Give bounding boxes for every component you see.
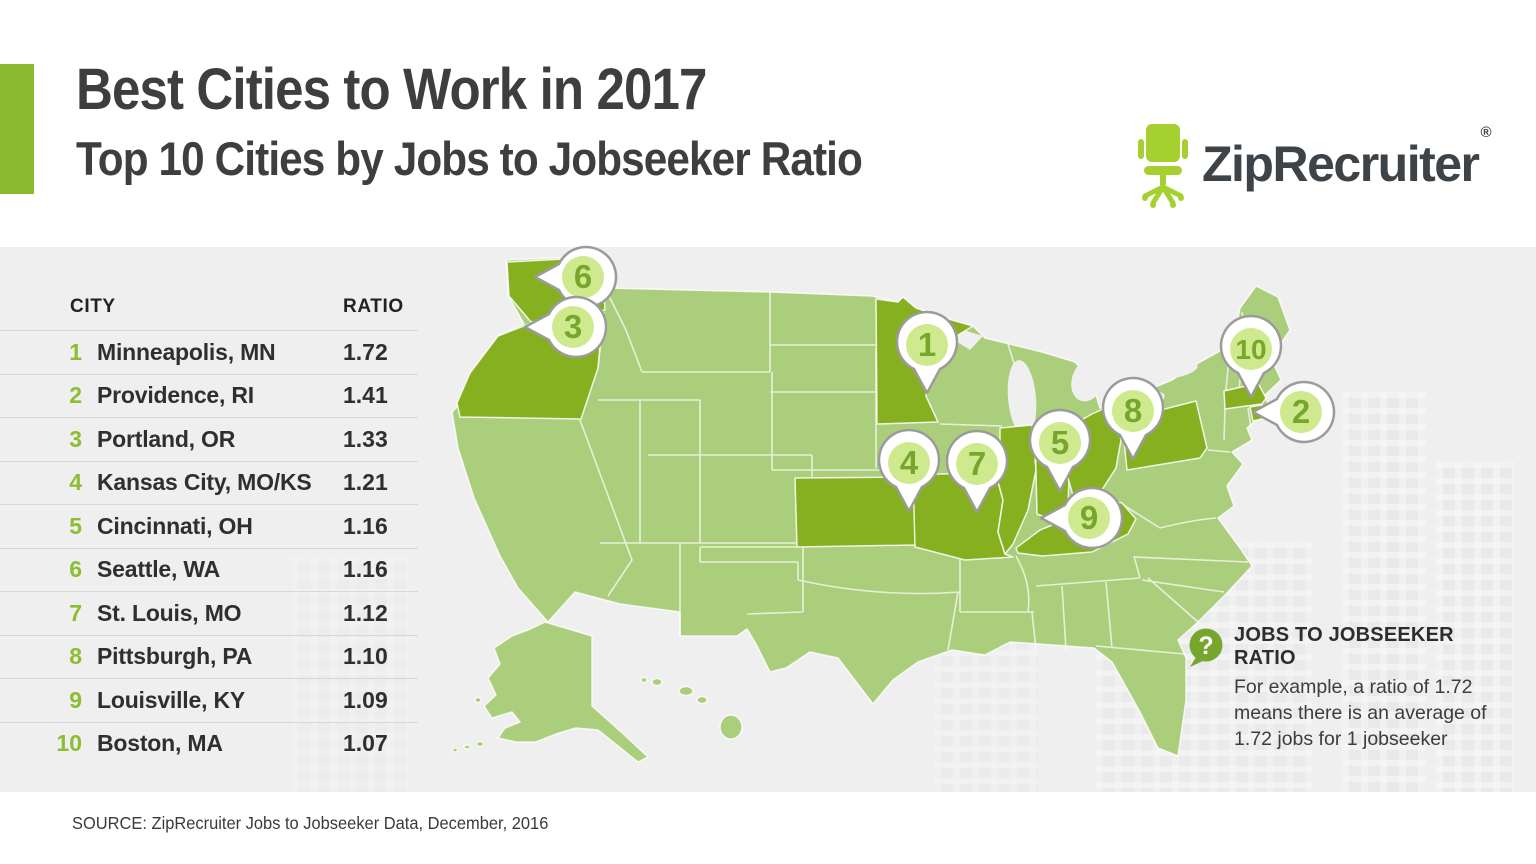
row-rank: 8 <box>69 643 82 670</box>
row-rank: 2 <box>69 382 82 409</box>
row-city: Providence, RI <box>97 382 254 409</box>
row-rank: 1 <box>69 338 82 365</box>
map-pin-3: 3 <box>523 295 608 359</box>
svg-text:9: 9 <box>1080 499 1098 536</box>
row-ratio: 1.16 <box>343 556 388 583</box>
map-pin-9: 9 <box>1039 486 1124 550</box>
table-row: 2 Providence, RI 1.41 <box>0 373 418 418</box>
map-pin-8: 8 <box>1101 376 1165 461</box>
building-silhouette <box>292 557 408 792</box>
table-row: 5 Cincinnati, OH 1.16 <box>0 504 418 548</box>
row-ratio: 1.41 <box>343 382 388 409</box>
legend-line: 1.72 jobs for 1 jobseeker <box>1234 728 1448 750</box>
row-ratio: 1.07 <box>343 730 388 757</box>
table-header: CITY RATIO <box>0 288 418 330</box>
map-pin-1: 1 <box>895 310 959 395</box>
row-ratio: 1.72 <box>343 338 388 365</box>
row-ratio: 1.16 <box>343 512 388 539</box>
table-row: 4 Kansas City, MO/KS 1.21 <box>0 460 418 505</box>
row-ratio: 1.09 <box>343 686 388 713</box>
row-rank: 10 <box>56 730 82 757</box>
map-pin-5: 5 <box>1028 408 1092 493</box>
table-row: 6 Seattle, WA 1.16 <box>0 547 418 592</box>
logo-wordmark: ZipRecruiter <box>1202 136 1480 192</box>
building-silhouette <box>1342 392 1426 792</box>
table-row: 1 Minneapolis, MN 1.72 <box>0 330 418 374</box>
table-row: 7 St. Louis, MO 1.12 <box>0 591 418 635</box>
legend-line: means there is an average of <box>1234 702 1487 724</box>
ranking-table: CITY RATIO 1 Minneapolis, MN 1.72 2 Prov… <box>0 288 418 765</box>
table-row: 3 Portland, OR 1.33 <box>0 417 418 461</box>
question-icon: ? <box>1189 628 1223 667</box>
page-title: Best Cities to Work in 2017 <box>76 57 707 122</box>
svg-text:?: ? <box>1198 632 1213 660</box>
map-section: CITY RATIO 1 Minneapolis, MN 1.72 2 Prov… <box>0 245 1536 792</box>
row-rank: 3 <box>69 425 82 452</box>
registered-mark: ® <box>1480 124 1492 141</box>
accent-bar <box>0 64 34 194</box>
svg-text:6: 6 <box>574 258 592 295</box>
svg-text:10: 10 <box>1235 334 1266 365</box>
row-city: St. Louis, MO <box>97 599 242 626</box>
svg-text:7: 7 <box>968 445 986 482</box>
column-header-city: CITY <box>70 296 116 317</box>
table-row: 10 Boston, MA 1.07 <box>0 721 418 766</box>
row-city: Louisville, KY <box>97 686 246 713</box>
row-rank: 9 <box>69 686 82 713</box>
row-city: Pittsburgh, PA <box>97 643 253 670</box>
row-rank: 4 <box>69 469 82 496</box>
table-row: 9 Louisville, KY 1.09 <box>0 678 418 722</box>
svg-text:8: 8 <box>1124 392 1142 429</box>
state-hawaii <box>640 676 743 740</box>
row-city: Cincinnati, OH <box>97 512 253 539</box>
row-city: Portland, OR <box>97 425 236 452</box>
row-city: Kansas City, MO/KS <box>97 469 312 496</box>
building-silhouette <box>1436 462 1514 792</box>
row-ratio: 1.12 <box>343 599 388 626</box>
row-city: Minneapolis, MN <box>97 338 276 365</box>
row-ratio: 1.21 <box>343 469 388 496</box>
row-city: Seattle, WA <box>97 556 221 583</box>
svg-text:3: 3 <box>564 308 582 345</box>
row-rank: 5 <box>69 512 82 539</box>
us-map: 1 4 7 5 8 <box>451 245 1336 763</box>
legend-line: For example, a ratio of 1.72 <box>1234 676 1473 698</box>
row-ratio: 1.33 <box>343 425 388 452</box>
state-alaska <box>451 621 649 763</box>
map-pin-2: 2 <box>1251 380 1336 444</box>
row-rank: 7 <box>69 599 82 626</box>
row-ratio: 1.10 <box>343 643 388 670</box>
svg-text:5: 5 <box>1051 424 1069 461</box>
legend-title: JOBS TO JOBSEEKER RATIO <box>1234 624 1454 669</box>
row-rank: 6 <box>69 556 82 583</box>
source-note: SOURCE: ZipRecruiter Jobs to Jobseeker D… <box>72 813 549 833</box>
svg-text:1: 1 <box>918 326 936 363</box>
map-pin-7: 7 <box>945 429 1009 514</box>
page-subtitle: Top 10 Cities by Jobs to Jobseeker Ratio <box>76 132 863 185</box>
ziprecruiter-logo: ZipRecruiter ® <box>1132 124 1492 208</box>
office-chair-icon <box>1138 124 1188 208</box>
ratio-legend: ? JOBS TO JOBSEEKER RATIO For example, a… <box>1186 624 1496 752</box>
svg-text:2: 2 <box>1292 393 1310 430</box>
map-pin-4: 4 <box>877 428 941 513</box>
table-row: 8 Pittsburgh, PA 1.10 <box>0 634 418 679</box>
map-pin-10: 10 <box>1219 314 1283 399</box>
svg-text:4: 4 <box>900 444 919 481</box>
row-city: Boston, MA <box>97 730 223 757</box>
column-header-ratio: RATIO <box>343 296 404 317</box>
